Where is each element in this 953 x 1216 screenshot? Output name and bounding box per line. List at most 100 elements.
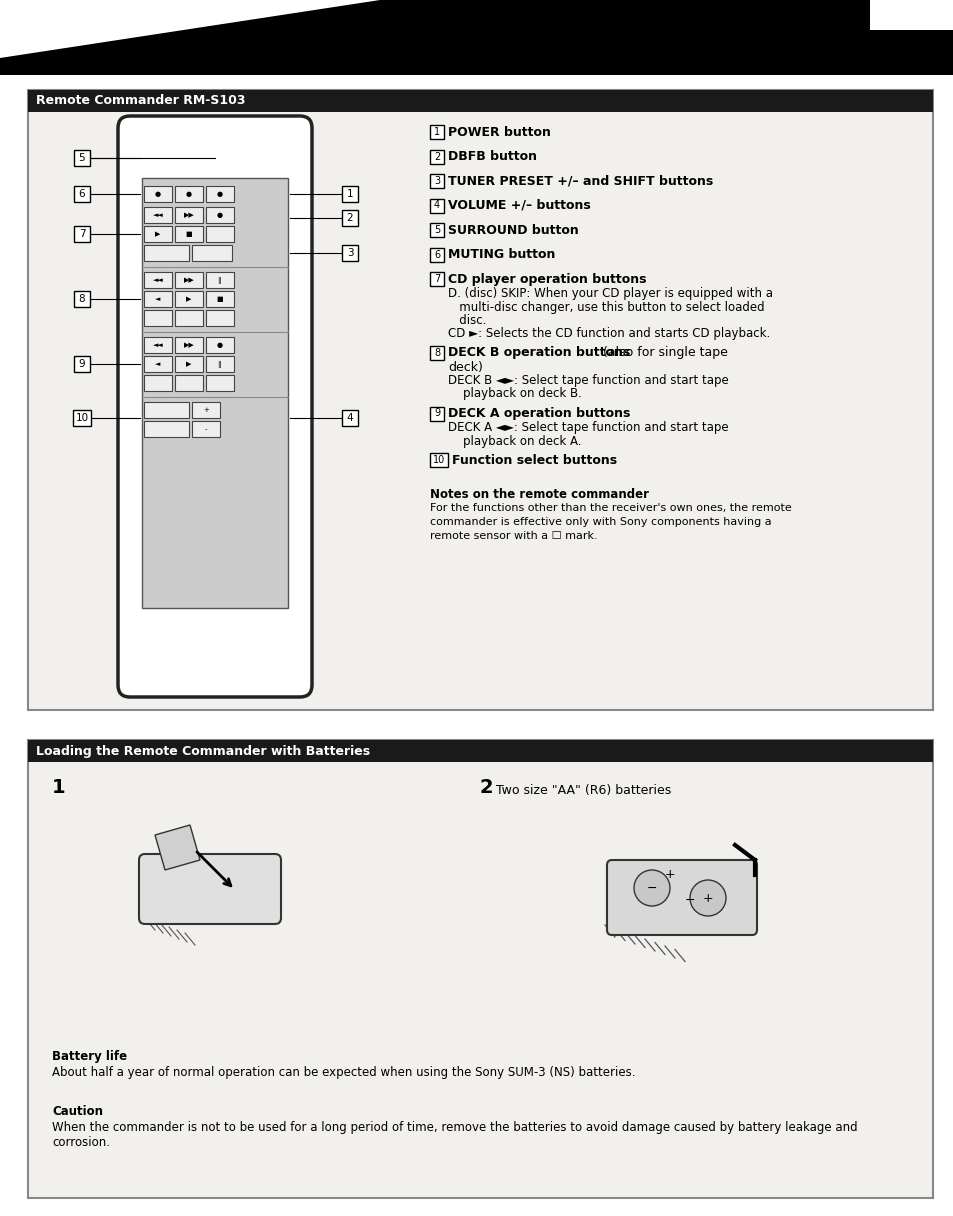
Text: 10: 10 xyxy=(433,455,445,465)
Text: For the functions other than the receiver's own ones, the remote: For the functions other than the receive… xyxy=(430,503,791,513)
Text: Battery life: Battery life xyxy=(52,1049,127,1063)
Bar xyxy=(869,0,953,30)
Bar xyxy=(74,150,90,167)
Bar xyxy=(206,375,233,392)
Text: playback on deck B.: playback on deck B. xyxy=(448,388,581,400)
Bar xyxy=(174,310,203,326)
Bar xyxy=(74,226,90,242)
Text: +: + xyxy=(664,868,675,882)
Text: 7: 7 xyxy=(78,229,85,240)
Text: VOLUME +/– buttons: VOLUME +/– buttons xyxy=(448,199,590,212)
Text: DECK A operation buttons: DECK A operation buttons xyxy=(448,407,630,420)
Text: About half a year of normal operation can be expected when using the Sony SUM-3 : About half a year of normal operation ca… xyxy=(52,1066,635,1079)
Text: multi-disc changer, use this button to select loaded: multi-disc changer, use this button to s… xyxy=(448,300,763,314)
Bar xyxy=(174,272,203,288)
Bar xyxy=(28,90,932,112)
Text: ◄: ◄ xyxy=(155,295,160,302)
Bar xyxy=(341,186,357,202)
Text: 5: 5 xyxy=(434,225,439,235)
Text: remote sensor with a ☐ mark.: remote sensor with a ☐ mark. xyxy=(430,530,597,540)
Text: deck): deck) xyxy=(448,360,482,373)
Text: ■: ■ xyxy=(216,295,223,302)
Bar xyxy=(206,272,233,288)
Bar xyxy=(206,291,233,306)
Text: +: + xyxy=(702,891,713,905)
Bar xyxy=(174,375,203,392)
Bar xyxy=(174,356,203,372)
Text: 3: 3 xyxy=(434,176,439,186)
Bar xyxy=(430,248,443,261)
Text: 10: 10 xyxy=(75,413,89,423)
Text: ●: ● xyxy=(216,212,223,218)
Bar xyxy=(430,125,443,139)
Bar xyxy=(144,337,172,353)
Bar xyxy=(144,421,189,437)
Text: ●: ● xyxy=(186,191,192,197)
Text: MUTING button: MUTING button xyxy=(448,248,555,261)
Bar xyxy=(144,272,172,288)
Bar xyxy=(430,345,443,360)
Text: Notes on the remote commander: Notes on the remote commander xyxy=(430,488,648,501)
Text: Function select buttons: Function select buttons xyxy=(452,454,617,467)
Bar xyxy=(144,402,189,418)
Text: DECK B ◄►: Select tape function and start tape: DECK B ◄►: Select tape function and star… xyxy=(448,375,728,387)
Bar xyxy=(206,337,233,353)
Text: 6: 6 xyxy=(434,249,439,259)
Text: disc.: disc. xyxy=(448,314,486,327)
Text: TUNER PRESET +/– and SHIFT buttons: TUNER PRESET +/– and SHIFT buttons xyxy=(448,175,713,187)
Text: ▶: ▶ xyxy=(186,361,192,367)
Text: +: + xyxy=(203,407,209,413)
Text: ◄◄: ◄◄ xyxy=(152,212,163,218)
Text: 9: 9 xyxy=(434,409,439,418)
Text: ●: ● xyxy=(216,342,223,348)
Bar xyxy=(144,291,172,306)
Text: ■: ■ xyxy=(186,231,193,237)
Text: ●: ● xyxy=(154,191,161,197)
Circle shape xyxy=(689,880,725,916)
Bar xyxy=(74,186,90,202)
Text: DECK B operation buttons: DECK B operation buttons xyxy=(448,347,630,359)
Bar xyxy=(144,375,172,392)
Bar xyxy=(28,741,932,1198)
Text: ||: || xyxy=(217,276,222,283)
Text: ▶: ▶ xyxy=(155,231,160,237)
Bar xyxy=(341,210,357,226)
Text: ▶▶: ▶▶ xyxy=(183,212,194,218)
Text: 8: 8 xyxy=(78,294,85,304)
Text: ●: ● xyxy=(216,191,223,197)
Polygon shape xyxy=(0,0,379,58)
Bar xyxy=(144,244,189,261)
Bar xyxy=(430,272,443,286)
Text: −: − xyxy=(646,882,657,895)
FancyBboxPatch shape xyxy=(606,860,757,935)
Bar xyxy=(430,223,443,237)
Bar xyxy=(192,244,232,261)
Text: 1: 1 xyxy=(434,126,439,137)
Text: ▶: ▶ xyxy=(186,295,192,302)
Bar xyxy=(174,226,203,242)
Text: 1: 1 xyxy=(52,778,66,796)
Bar xyxy=(192,402,220,418)
Bar xyxy=(430,406,443,421)
Text: (also for single tape: (also for single tape xyxy=(598,347,727,359)
Bar xyxy=(174,207,203,223)
Text: ◄◄: ◄◄ xyxy=(152,342,163,348)
Bar xyxy=(0,0,953,75)
Text: DECK A ◄►: Select tape function and start tape: DECK A ◄►: Select tape function and star… xyxy=(448,422,728,434)
Text: 2: 2 xyxy=(479,778,493,796)
Bar xyxy=(206,226,233,242)
Bar xyxy=(174,337,203,353)
FancyBboxPatch shape xyxy=(118,116,312,697)
Bar xyxy=(144,186,172,202)
Text: Loading the Remote Commander with Batteries: Loading the Remote Commander with Batter… xyxy=(36,744,370,758)
Text: POWER button: POWER button xyxy=(448,125,550,139)
Text: SURROUND button: SURROUND button xyxy=(448,224,578,236)
Text: When the commander is not to be used for a long period of time, remove the batte: When the commander is not to be used for… xyxy=(52,1121,857,1149)
Text: -: - xyxy=(205,426,207,432)
Bar xyxy=(174,186,203,202)
Bar xyxy=(206,356,233,372)
Text: 4: 4 xyxy=(346,413,353,423)
Text: Remote Commander RM-S103: Remote Commander RM-S103 xyxy=(36,95,245,107)
Bar xyxy=(430,454,448,467)
Text: 4: 4 xyxy=(434,201,439,210)
